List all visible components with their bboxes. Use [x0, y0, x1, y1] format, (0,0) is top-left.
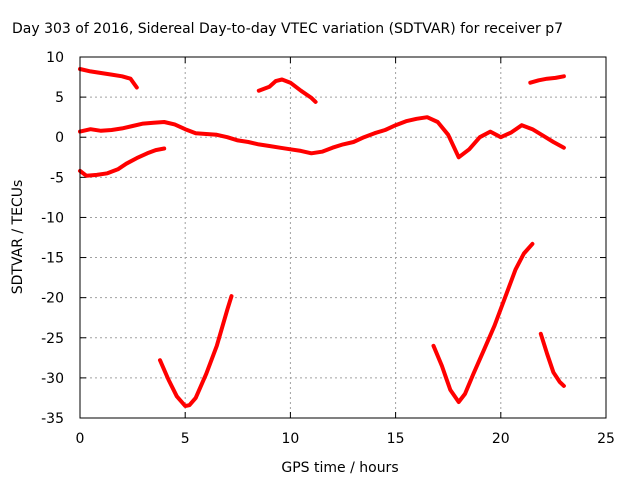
y-tick-label: -5	[50, 170, 64, 186]
y-tick-label: 5	[55, 90, 64, 106]
series-line-seg-d	[78, 146, 167, 178]
y-tick-label: -10	[41, 210, 64, 226]
series-line-seg-g	[431, 241, 535, 404]
tick-labels: 0 5 10 15 20 25 -35 -30 -25 -20 -15 -10 -5 0 5 10	[41, 50, 615, 447]
y-tick-label: -30	[41, 371, 64, 387]
series-group	[78, 67, 566, 408]
y-tick-label: -25	[41, 331, 64, 347]
series-line-seg-e	[78, 115, 566, 160]
y-tick-label: 10	[46, 50, 64, 66]
chart-title: Day 303 of 2016, Sidereal Day-to-day VTE…	[12, 21, 563, 37]
grid	[80, 57, 606, 418]
y-tick-label: -35	[41, 411, 64, 427]
y-tick-label: -15	[41, 251, 64, 267]
series-line-seg-a	[78, 67, 139, 90]
y-tick-label: 0	[55, 130, 64, 146]
series-line-seg-h	[538, 331, 566, 388]
series-line-seg-b	[256, 77, 318, 104]
x-tick-label: 5	[181, 431, 190, 447]
x-tick-label: 0	[76, 431, 85, 447]
series-line-seg-c	[528, 74, 566, 85]
x-tick-label: 25	[597, 431, 615, 447]
series-line-seg-f	[158, 294, 234, 408]
x-tick-label: 15	[387, 431, 405, 447]
x-tick-label: 20	[492, 431, 510, 447]
x-tick-label: 10	[281, 431, 299, 447]
y-tick-label: -20	[41, 291, 64, 307]
x-axis-label: GPS time / hours	[281, 460, 398, 476]
plot-frame	[79, 56, 607, 419]
y-axis-label: SDTVAR / TECUs	[10, 180, 26, 295]
